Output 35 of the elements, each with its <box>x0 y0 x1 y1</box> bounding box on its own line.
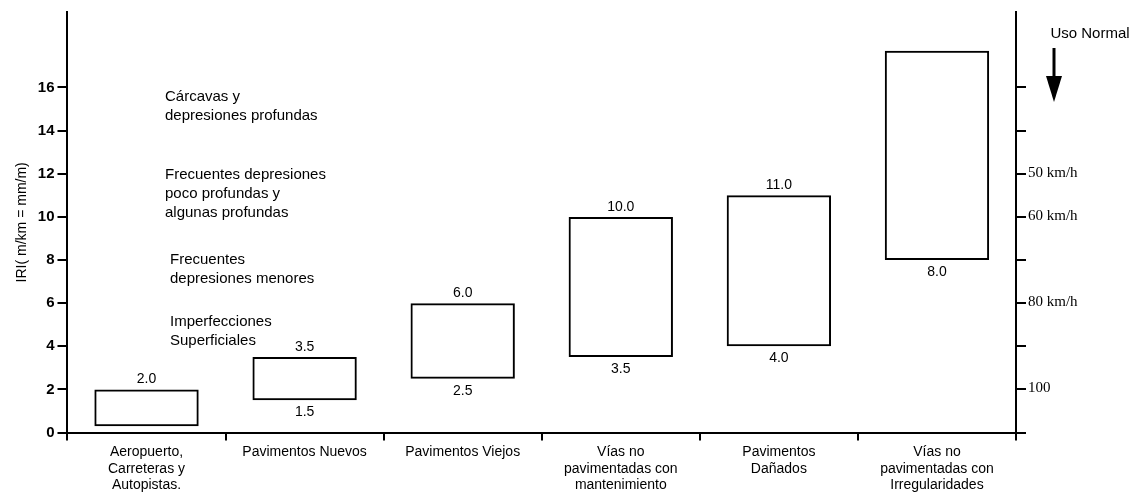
annotation: 10.0 <box>607 197 635 214</box>
annotation: Cárcavas y depresiones profundas <box>165 87 318 124</box>
x-tick-label: Vías no pavimentadas con mantenimiento <box>563 442 678 493</box>
x-tick-label: Pavimentos Dañados <box>742 442 816 476</box>
x-tick-label: Pavimentos Viejos <box>405 442 521 459</box>
text: 100 <box>1028 378 1051 395</box>
y-tick-label: 16 <box>37 77 55 95</box>
annotation: Frecuentes depresiones menores <box>170 250 315 287</box>
annotation: 6.0 <box>452 284 473 301</box>
annotation: 1.5 <box>294 403 315 420</box>
y-tick-label: 8 <box>46 250 55 268</box>
annotation: 8.0 <box>927 262 947 279</box>
x-tick-label: Vías no pavimentadas con Irregularidades <box>880 442 994 493</box>
y-tick-label: 0 <box>46 422 55 440</box>
y-axis-title: IRI( m/km = mm/m) <box>13 162 30 283</box>
text: 50 km/h <box>1028 163 1079 180</box>
y-tick-label: 2 <box>46 379 55 397</box>
y-tick-label: 4 <box>46 336 56 354</box>
annotation: 3.5 <box>294 337 315 354</box>
text: 80 km/h <box>1028 292 1079 309</box>
annotation: 11.0 <box>765 176 793 193</box>
x-tick-label: Pavimentos Nuevos <box>242 442 367 459</box>
annotation: 3.5 <box>611 359 631 376</box>
text: 60 km/h <box>1028 206 1079 223</box>
annotation: Frecuentes depresiones poco profundas y algunas profundas <box>165 165 326 221</box>
annotation: Imperfecciones Superficiales <box>170 312 272 349</box>
annotation: 2.5 <box>452 381 473 398</box>
y-tick-label: 12 <box>37 163 55 181</box>
x-tick-label: Aeropuerto, Carreteras y Autopistas. <box>108 442 186 493</box>
y-tick-label: 10 <box>37 207 55 225</box>
annotation: 2.0 <box>136 370 157 387</box>
y-tick-label: 6 <box>46 293 55 311</box>
y-tick-label: 14 <box>37 120 56 138</box>
text: Uso Normal <box>1050 23 1130 41</box>
annotation: 4.0 <box>769 349 789 366</box>
